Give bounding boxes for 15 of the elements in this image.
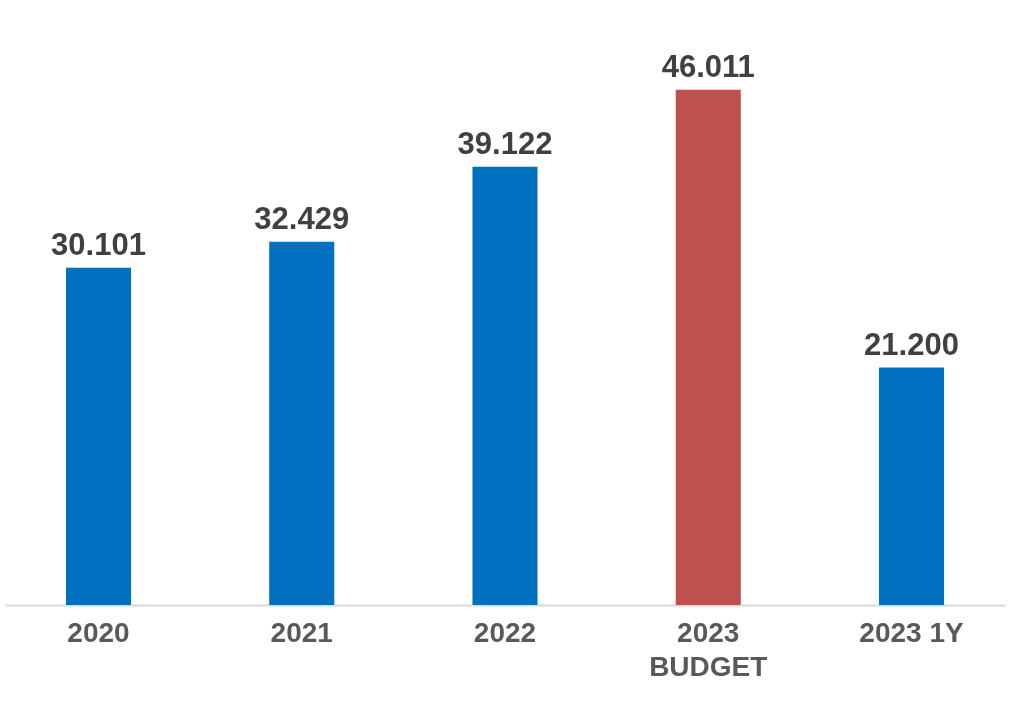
x-tick-label: 2020: [67, 616, 130, 648]
data-label: 30.101: [51, 226, 146, 262]
bar: [878, 367, 945, 605]
x-tick-label: 2023 1Y: [859, 616, 964, 648]
bar: [472, 166, 538, 605]
x-tick-label: 2021: [270, 616, 333, 648]
data-label: 32.429: [254, 200, 350, 236]
data-label: 21.200: [864, 326, 959, 362]
bar: [675, 89, 741, 605]
x-tick-label: 2022: [473, 616, 537, 648]
bar: [65, 267, 132, 605]
data-label: 39.122: [457, 125, 553, 161]
bar: [269, 241, 335, 605]
data-label: 46.011: [661, 48, 755, 84]
x-tick-label: 2023 BUDGET: [649, 616, 768, 682]
